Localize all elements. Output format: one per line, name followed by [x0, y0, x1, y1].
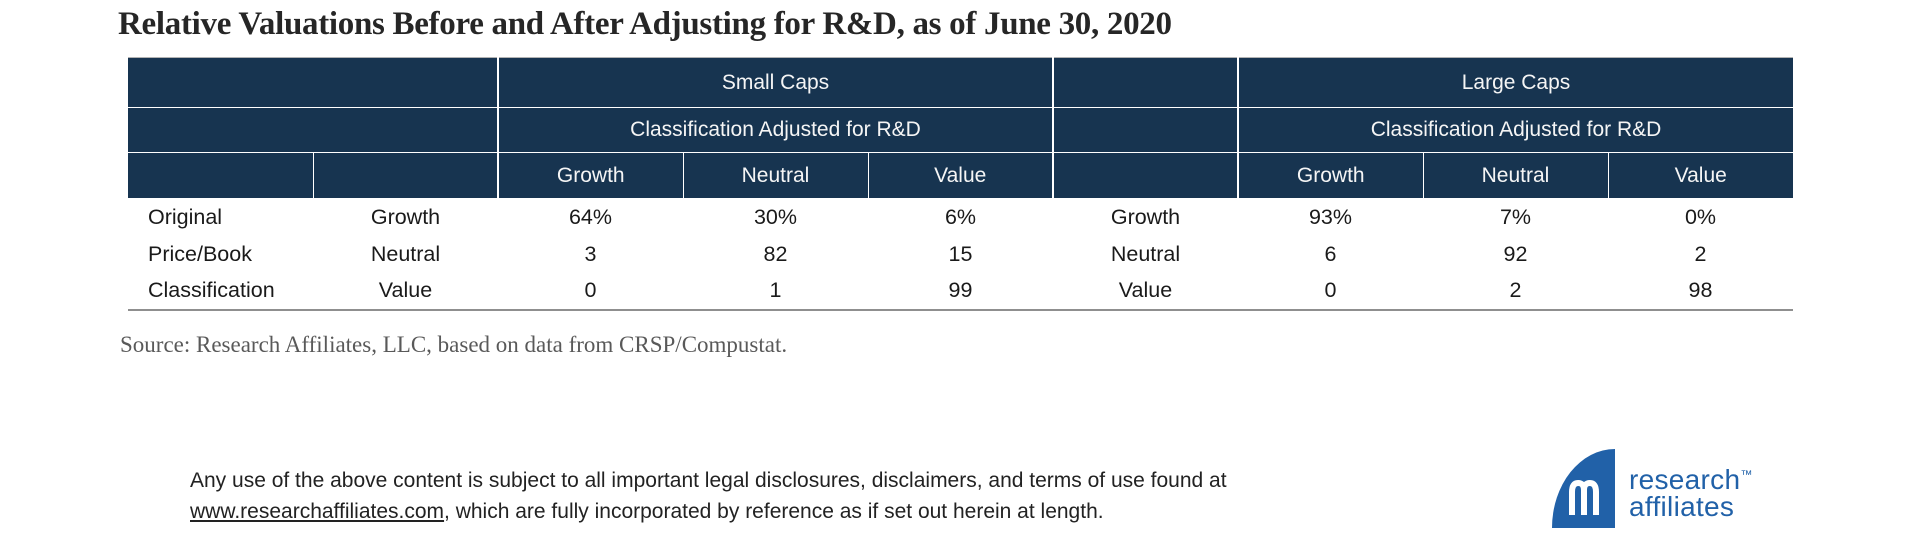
row-dimension-label: Original [128, 198, 313, 236]
cell-large-value-growth: 0 [1238, 272, 1423, 310]
trademark-symbol: ™ [1740, 468, 1753, 482]
table-row-neutral: Price/Book Neutral 3 82 15 Neutral 6 92 … [128, 235, 1794, 273]
cell-small-value-value: 99 [868, 272, 1053, 310]
research-affiliates-logo: research™ affiliates [1552, 449, 1752, 528]
cell-large-growth-value: 0% [1608, 198, 1794, 236]
table-row-value: Classification Value 0 1 99 Value 0 2 98 [128, 272, 1794, 310]
group-header-large-caps: Large Caps [1236, 57, 1794, 108]
cell-large-neutral-neutral: 92 [1423, 235, 1608, 273]
cell-large-value-value: 98 [1608, 272, 1794, 310]
table-body: Original Growth 64% 30% 6% Growth 93% 7%… [128, 198, 1794, 310]
website-link[interactable]: www.researchaffiliates.com [190, 500, 445, 523]
header-spacer-col2 [312, 152, 499, 199]
cell-small-neutral-value: 15 [868, 235, 1053, 273]
header-row-caps: Small Caps Large Caps [128, 57, 1794, 108]
cell-small-neutral-neutral: 82 [683, 235, 868, 273]
cell-small-growth-value: 6% [868, 198, 1053, 236]
subgroup-header-small-caps: Classification Adjusted for R&D [497, 107, 1054, 153]
cell-small-growth-growth: 64% [498, 198, 683, 236]
header-spacer-left [128, 107, 499, 153]
row-dimension-label: Price/Book [128, 235, 313, 273]
table-header: Small Caps Large Caps Classification Adj… [128, 57, 1794, 199]
header-spacer-mid [1052, 107, 1239, 153]
row-label-growth-large: Growth [1053, 198, 1238, 236]
ra-wordmark-line2: affiliates [1629, 491, 1735, 523]
row-label-neutral: Neutral [313, 235, 498, 273]
group-header-small-caps: Small Caps [497, 57, 1054, 108]
header-row-subtitle: Classification Adjusted for R&D Classifi… [128, 107, 1794, 153]
table-row-growth: Original Growth 64% 30% 6% Growth 93% 7%… [128, 198, 1794, 236]
header-spacer-mid [1052, 57, 1239, 108]
column-header-large-neutral: Neutral [1422, 152, 1609, 199]
source-note: Source: Research Affiliates, LLC, based … [120, 332, 788, 357]
header-spacer-left [128, 57, 499, 108]
valuations-table: Small Caps Large Caps Classification Adj… [128, 57, 1794, 311]
row-label-growth: Growth [313, 198, 498, 236]
cell-large-growth-growth: 93% [1238, 198, 1423, 236]
subgroup-header-large-caps: Classification Adjusted for R&D [1236, 107, 1794, 153]
cell-large-neutral-value: 2 [1608, 235, 1794, 273]
row-label-value-large: Value [1053, 272, 1238, 310]
cell-small-value-growth: 0 [498, 272, 683, 310]
disclaimer-line-2-rest: , which are fully incorporated by refere… [444, 500, 1104, 523]
column-header-small-growth: Growth [497, 152, 684, 199]
column-header-large-growth: Growth [1237, 152, 1424, 199]
row-label-neutral-large: Neutral [1053, 235, 1238, 273]
figure-title: Relative Valuations Before and After Adj… [118, 6, 1172, 42]
column-header-large-value: Value [1607, 152, 1794, 199]
cell-large-growth-neutral: 7% [1423, 198, 1608, 236]
header-row-columns: Growth Neutral Value Growth Neutral Valu… [128, 152, 1794, 199]
disclaimer-line-2: www.researchaffiliates.com, which are fu… [190, 496, 1227, 527]
row-dimension-label: Classification [128, 272, 313, 310]
disclaimer-line-1: Any use of the above content is subject … [190, 469, 1227, 492]
ra-logo-mark [1552, 449, 1615, 528]
column-header-small-neutral: Neutral [682, 152, 869, 199]
cell-small-value-neutral: 1 [683, 272, 868, 310]
header-spacer-mid [1052, 152, 1239, 199]
cell-small-growth-neutral: 30% [683, 198, 868, 236]
row-label-value: Value [313, 272, 498, 310]
cell-large-value-neutral: 2 [1423, 272, 1608, 310]
cell-small-neutral-growth: 3 [498, 235, 683, 273]
legal-disclaimer: Any use of the above content is subject … [190, 465, 1227, 527]
header-spacer-col1 [128, 152, 314, 199]
column-header-small-value: Value [867, 152, 1054, 199]
cell-large-neutral-growth: 6 [1238, 235, 1423, 273]
ra-wordmark: research™ affiliates [1629, 449, 1753, 523]
ra-wordmark-line1: research™ [1629, 464, 1753, 496]
